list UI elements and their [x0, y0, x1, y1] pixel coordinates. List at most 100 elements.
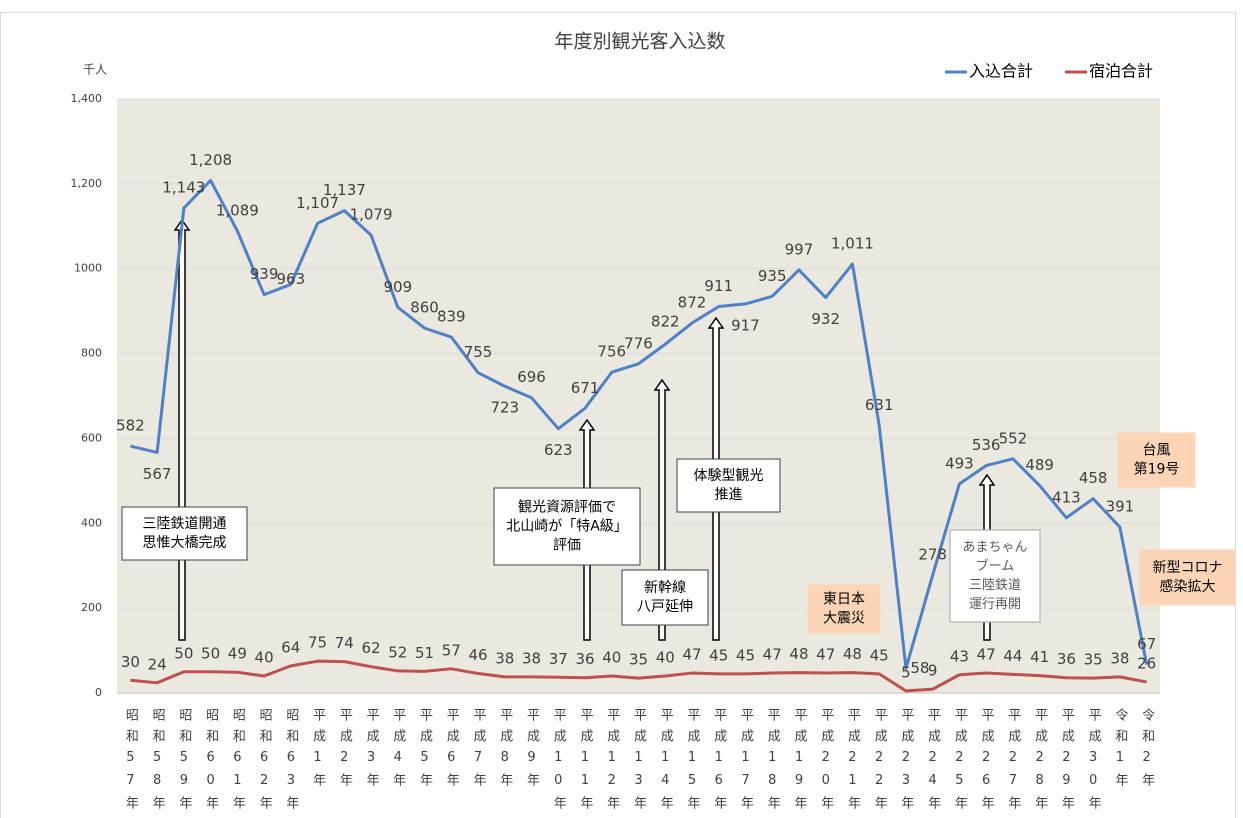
data-label: 48	[843, 645, 862, 663]
x-tick-label: 平成5年	[417, 708, 433, 794]
x-tick-label: 平成11年	[578, 708, 594, 817]
data-label: 671	[571, 379, 600, 397]
series-line	[130, 659, 1147, 693]
annotation-box	[807, 584, 881, 634]
annotation-text: 推進	[715, 487, 743, 503]
data-label: 52	[388, 643, 407, 661]
x-tick-label: 昭和63年	[283, 708, 299, 817]
data-label: 43	[950, 647, 969, 665]
data-label: 47	[763, 646, 782, 664]
annotation-text: 新幹線	[644, 579, 686, 596]
y-tick-label: 400	[81, 516, 102, 529]
y-tick-label: 600	[81, 431, 102, 444]
x-tick-label: 平成17年	[738, 708, 754, 817]
data-label: 40	[602, 649, 621, 667]
x-tick-label: 平成9年	[524, 708, 540, 794]
data-label: 41	[1030, 648, 1049, 666]
annotation-text: 東日本	[823, 592, 865, 608]
y-unit: 千人	[83, 63, 107, 77]
data-label: 48	[789, 645, 808, 663]
data-label: 939	[250, 265, 279, 283]
data-label: 755	[464, 343, 493, 361]
data-label: 413	[1052, 488, 1081, 506]
data-label: 38	[522, 649, 541, 667]
data-label: 24	[148, 655, 167, 673]
data-label: 46	[468, 646, 487, 664]
data-label: 50	[174, 644, 193, 662]
annotation-text: 評価	[553, 538, 581, 554]
series-line	[130, 178, 1149, 670]
arrow	[173, 218, 191, 641]
data-label: 38	[495, 649, 514, 667]
x-tick-label: 平成14年	[658, 708, 674, 817]
y-tick-label: 1000	[74, 262, 102, 275]
data-label: 64	[281, 638, 300, 656]
annotation-text: 第19号	[1134, 461, 1180, 478]
data-label: 50	[201, 644, 220, 662]
x-tick-label: 平成25年	[952, 708, 968, 817]
x-tick-label: 平成12年	[604, 708, 620, 817]
data-label: 860	[410, 299, 439, 317]
x-tick-label: 平成23年	[898, 708, 914, 817]
annotation-text: 新型コロナ	[1153, 560, 1223, 576]
data-label: 47	[682, 646, 701, 664]
y-tick-label: 1,200	[71, 177, 103, 190]
x-tick-label: 昭和60年	[203, 708, 219, 817]
x-tick-label: 平成29年	[1059, 708, 1075, 817]
annotation-box	[121, 506, 248, 561]
annotation-text: ブーム	[976, 558, 1015, 574]
annotation-box	[621, 569, 709, 626]
data-label: 1,089	[216, 201, 259, 219]
data-label: 458	[1079, 469, 1108, 487]
data-label: 997	[785, 240, 814, 258]
data-label: 45	[709, 646, 728, 664]
data-label: 37	[549, 650, 568, 668]
x-tick-label: 平成28年	[1032, 708, 1048, 817]
x-tick-label: 平成26年	[979, 708, 995, 817]
data-label: 44	[1003, 647, 1022, 665]
data-label: 40	[255, 649, 274, 667]
x-tick-label: 平成24年	[925, 708, 941, 817]
data-label: 567	[143, 465, 172, 483]
annotation-text: 三陸鉄道	[969, 577, 1021, 593]
annotation-box	[1139, 549, 1236, 606]
data-label: 45	[736, 646, 755, 664]
data-label: 1,137	[323, 181, 366, 199]
data-label: 623	[544, 441, 573, 459]
data-label: 62	[362, 639, 381, 657]
data-label: 911	[704, 277, 733, 295]
data-label: 872	[678, 294, 707, 312]
x-tick-label: 昭和58年	[150, 708, 166, 817]
annotation-text: 北山崎が「特A級」	[506, 519, 628, 535]
y-tick-label: 800	[81, 347, 102, 360]
x-tick-label: 昭和59年	[176, 708, 192, 817]
x-tick-label: 平成30年	[1086, 708, 1102, 817]
data-label: 723	[490, 399, 519, 417]
y-tick-label: 1,400	[71, 92, 103, 105]
x-tick-label: 平成16年	[711, 708, 727, 817]
x-tick-label: 昭和62年	[257, 708, 273, 817]
annotation-text: 八戸延伸	[637, 599, 693, 615]
y-tick-label: 0	[95, 686, 102, 699]
data-label: 35	[629, 651, 648, 669]
data-label: 1,011	[831, 235, 874, 253]
x-tick-label: 平成3年	[364, 708, 380, 794]
data-label: 26	[1137, 654, 1156, 672]
x-tick-label: 令和1年	[1112, 708, 1128, 794]
x-tick-label: 平成7年	[471, 708, 487, 794]
data-label: 917	[731, 316, 760, 334]
x-tick-label: 平成15年	[684, 708, 700, 817]
data-label: 9	[928, 662, 938, 680]
x-tick-label: 平成21年	[845, 708, 861, 817]
chart-title: 年度別観光客入込数	[554, 31, 725, 53]
x-tick-label: 平成19年	[791, 708, 807, 817]
data-label: 75	[308, 634, 327, 652]
data-label: 57	[442, 641, 461, 659]
data-label: 45	[870, 646, 889, 664]
data-label: 30	[121, 653, 140, 671]
data-label: 935	[758, 267, 787, 285]
x-tick-label: 平成27年	[1005, 708, 1021, 817]
data-label: 35	[1084, 651, 1103, 669]
annotation-text: 思惟大橋完成	[143, 535, 227, 551]
